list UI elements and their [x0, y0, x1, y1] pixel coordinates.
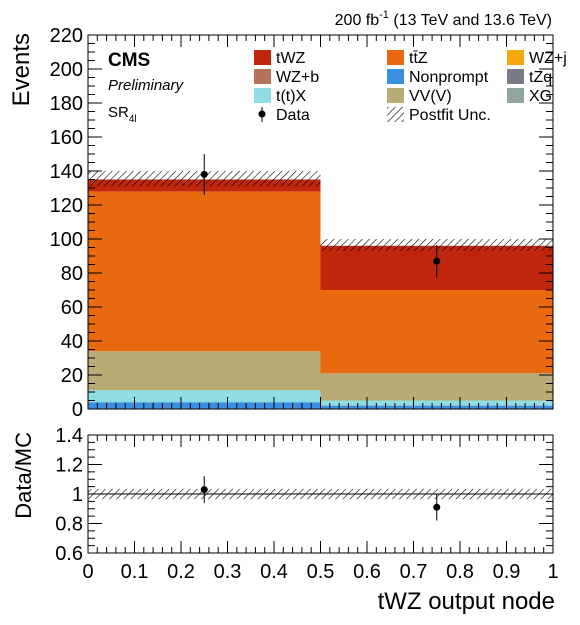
ratio-y-tick-label: 0.8	[55, 514, 83, 536]
ratio-data-points	[200, 476, 441, 521]
legend-swatch-wzj	[507, 50, 524, 65]
ratio-point-2	[433, 503, 441, 511]
legend-label-twz: tWZ	[276, 50, 306, 67]
legend-label-tzq: tZq	[529, 69, 552, 86]
data-point-2	[433, 257, 441, 265]
x-tick-label: 1	[547, 561, 558, 583]
main-y-tick-label: 60	[61, 297, 83, 319]
ratio-axes: 0.6 0.8 1 1.2 1.4 0 0.1 0.2 0.3 0.4 0.5 0.6 0.7 0.8 0.…	[55, 425, 558, 583]
legend: tWZ tt̄Z WZ+j WZ+b Nonprompt tZq t(t)X VV(V) XG D…	[254, 50, 567, 124]
luminosity-label: 200 fb-1 (13 TeV and 13.6 TeV)	[335, 9, 552, 29]
legend-label-wzb: WZ+b	[276, 69, 319, 86]
x-tick-label: 0.2	[167, 561, 195, 583]
ratio-point-1	[200, 486, 208, 494]
bar-vv-v-bin-2	[320, 373, 553, 401]
bar-tt-z-bin-1	[88, 191, 321, 352]
x-axis-title: tWZ output node	[378, 588, 555, 615]
legend-label-xg: XG	[529, 88, 552, 105]
main-plot-frame	[87, 34, 554, 410]
cms-label: CMS	[108, 50, 150, 71]
legend-label-unc: Postfit Unc.	[409, 107, 491, 124]
x-tick-label: 0.7	[400, 561, 428, 583]
main-y-tick-label: 160	[50, 127, 83, 149]
main-axes: 0 20 40 60 80 100 120 140 160 180 200 220	[50, 25, 554, 421]
legend-swatch-data	[258, 110, 266, 118]
ratio-uncertainty-band	[88, 488, 553, 500]
legend-label-ttz: tt̄Z	[409, 50, 428, 67]
x-tick-label: 0.3	[214, 561, 242, 583]
main-data-points	[200, 154, 441, 278]
legend-swatch-unc	[387, 107, 404, 122]
legend-swatch-vvv	[387, 88, 404, 103]
legend-label-vvv: VV(V)	[409, 88, 452, 105]
legend-label-wzj: WZ+j	[529, 50, 567, 67]
x-tick-label: 0.8	[446, 561, 474, 583]
legend-swatch-xg	[507, 88, 524, 103]
ratio-y-tick-label: 0.6	[55, 543, 83, 565]
x-tick-label: 0	[82, 561, 93, 583]
ratio-y-axis-title: Data/MC	[11, 432, 36, 519]
data-point-1	[200, 170, 208, 178]
x-tick-label: 0.5	[307, 561, 335, 583]
main-y-tick-label: 220	[50, 25, 83, 47]
main-y-axis-title: Events	[8, 33, 35, 106]
main-y-tick-label: 80	[61, 263, 83, 285]
legend-label-data: Data	[276, 107, 310, 124]
bar-vv-v-bin-1	[88, 351, 321, 391]
main-stack-bars	[88, 179, 553, 409]
ratio-y-tick-label: 1.2	[55, 455, 83, 477]
bar-t-t-x-bin-2	[320, 400, 553, 406]
preliminary-label: Preliminary	[108, 77, 185, 94]
legend-swatch-ttx	[254, 88, 271, 103]
main-y-tick-label: 140	[50, 161, 83, 183]
main-y-tick-label: 100	[50, 229, 83, 251]
ratio-plot-frame	[87, 434, 554, 554]
legend-swatch-twz	[254, 50, 271, 65]
legend-swatch-wzb	[254, 69, 271, 84]
main-y-tick-label: 40	[61, 331, 83, 353]
bar-t-t-x-bin-1	[88, 390, 321, 403]
bar-nonprompt-bin-2	[320, 405, 553, 409]
legend-label-nonprompt: Nonprompt	[409, 69, 489, 86]
bar-tt-z-bin-2	[320, 290, 553, 374]
main-y-tick-label: 120	[50, 195, 83, 217]
legend-swatch-ttz	[387, 50, 404, 65]
legend-label-ttx: t(t)X	[276, 88, 307, 105]
main-y-tick-label: 180	[50, 93, 83, 115]
bar-nonprompt-bin-1	[88, 402, 321, 409]
x-tick-label: 0.1	[121, 561, 149, 583]
region-label: SR4l	[108, 104, 137, 125]
ratio-y-tick-label: 1	[72, 484, 83, 506]
legend-swatch-tzq	[507, 69, 524, 84]
x-tick-label: 0.6	[353, 561, 381, 583]
main-y-tick-label: 20	[61, 365, 83, 387]
main-y-tick-label: 200	[50, 59, 83, 81]
x-tick-label: 0.9	[493, 561, 521, 583]
ratio-y-tick-label: 1.4	[55, 425, 83, 447]
x-tick-label: 0.4	[260, 561, 288, 583]
legend-swatch-nonprompt	[387, 69, 404, 84]
main-y-tick-label: 0	[72, 399, 83, 421]
